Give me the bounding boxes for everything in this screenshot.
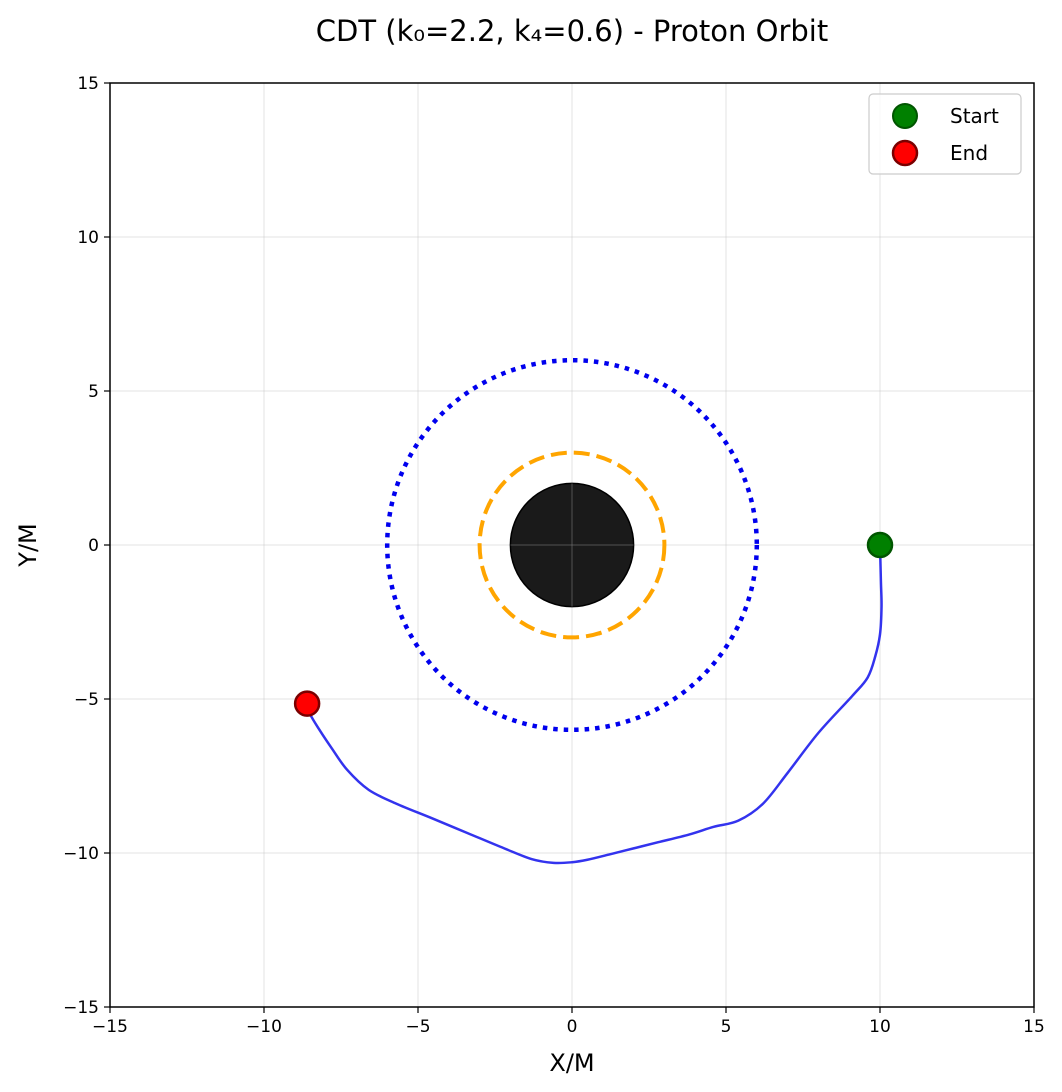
y-tick-label: 5 — [88, 382, 99, 402]
y-tick-label: −10 — [63, 844, 99, 864]
legend-end-marker — [891, 139, 919, 167]
y-tick-label: 15 — [77, 74, 99, 94]
legend-start-marker — [892, 103, 918, 129]
y-axis-label: Y/M — [14, 523, 42, 567]
x-tick-label: −10 — [246, 1017, 282, 1037]
photon-sphere-circle — [477, 450, 667, 640]
isco-circle — [384, 357, 760, 733]
legend-end-label: End — [950, 141, 988, 165]
legend-start-label: Start — [950, 104, 999, 128]
plot-content — [293, 357, 894, 865]
x-tick-label: 10 — [869, 1017, 891, 1037]
y-tick-label: −15 — [63, 998, 99, 1018]
legend: Start End — [868, 93, 1022, 175]
end-marker — [293, 690, 321, 717]
chart-title: CDT (k₀=2.2, k₄=0.6) - Proton Orbit — [316, 14, 828, 48]
y-tick-label: −5 — [74, 690, 99, 710]
x-tick-label: 0 — [567, 1017, 578, 1037]
trajectory-line — [305, 544, 883, 865]
x-axis-label: X/M — [549, 1049, 594, 1077]
axis-ticks: −15 −10 −5 0 5 10 15 −15 −10 −5 0 5 10 15 — [63, 74, 1045, 1037]
y-tick-label: 10 — [77, 228, 99, 248]
x-tick-label: 15 — [1023, 1017, 1045, 1037]
y-tick-label: 0 — [88, 536, 99, 556]
x-tick-label: 5 — [721, 1017, 732, 1037]
x-tick-label: −5 — [405, 1017, 430, 1037]
x-tick-label: −15 — [92, 1017, 128, 1037]
start-marker — [866, 531, 894, 559]
